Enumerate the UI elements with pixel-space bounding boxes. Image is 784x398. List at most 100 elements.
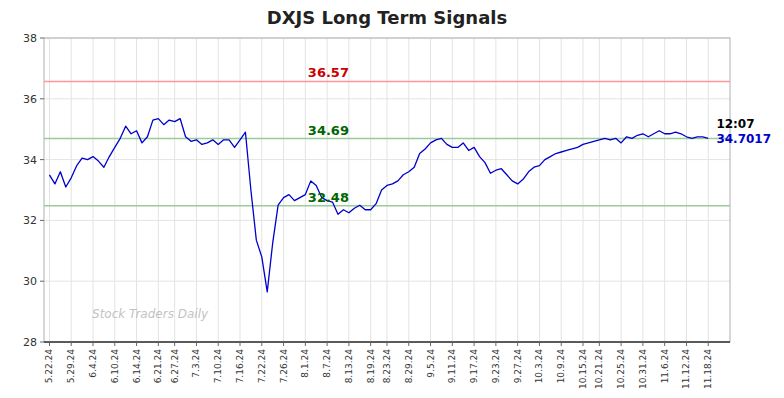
- x-grid-line: [583, 38, 584, 342]
- x-tick: [408, 342, 409, 346]
- x-tick: [196, 342, 197, 346]
- x-grid-line: [136, 38, 137, 342]
- x-tick-label: 6.21.24: [153, 349, 163, 384]
- x-tick: [158, 342, 159, 346]
- y-axis: 283032343638: [23, 32, 44, 349]
- x-grid-line: [708, 38, 709, 342]
- y-tick-label: 30: [23, 275, 37, 288]
- plot-area: [44, 81, 730, 291]
- x-tick: [495, 342, 496, 346]
- x-grid-line: [408, 38, 409, 342]
- x-tick: [430, 342, 431, 346]
- reference-line: [44, 81, 730, 83]
- x-grid-line: [240, 38, 241, 342]
- x-grid-line: [387, 38, 388, 342]
- x-tick-label: 7.26.24: [279, 349, 289, 384]
- x-grid-line: [71, 38, 72, 342]
- x-tick: [474, 342, 475, 346]
- x-tick-label: 9.23.24: [491, 349, 501, 384]
- x-tick-label: 5.29.24: [66, 349, 76, 384]
- x-tick: [664, 342, 665, 346]
- reference-label: 34.69: [308, 123, 349, 138]
- x-tick: [708, 342, 709, 346]
- x-grid-line: [642, 38, 643, 342]
- x-tick-label: 9.11.24: [447, 349, 457, 384]
- x-grid-line: [305, 38, 306, 342]
- x-tick-label: 9.17.24: [469, 349, 479, 384]
- x-tick-label: 6.27.24: [170, 349, 180, 384]
- x-grid-line: [539, 38, 540, 342]
- x-tick: [642, 342, 643, 346]
- x-tick: [370, 342, 371, 346]
- y-tick: [40, 281, 44, 282]
- y-tick-label: 32: [23, 214, 37, 227]
- y-tick: [40, 98, 44, 99]
- x-tick-label: 10.25.24: [616, 349, 626, 389]
- x-tick-label: 6.4.24: [88, 349, 98, 378]
- x-tick: [174, 342, 175, 346]
- annotation: 12:07: [716, 117, 754, 131]
- y-tick: [40, 38, 44, 39]
- x-tick: [539, 342, 540, 346]
- y-tick: [40, 220, 44, 221]
- x-grid-line: [114, 38, 115, 342]
- x-tick: [93, 342, 94, 346]
- x-tick-label: 11.6.24: [660, 349, 670, 384]
- x-tick-label: 7.10.24: [213, 349, 223, 384]
- grid: [44, 38, 730, 342]
- x-tick: [583, 342, 584, 346]
- x-tick: [71, 342, 72, 346]
- x-grid-line: [495, 38, 496, 342]
- x-tick-label: 11.18.24: [703, 349, 713, 389]
- x-tick: [261, 342, 262, 346]
- x-grid-line: [174, 38, 175, 342]
- x-tick-label: 6.14.24: [132, 349, 142, 384]
- x-grid-line: [664, 38, 665, 342]
- x-tick-label: 10.9.24: [556, 349, 566, 384]
- x-tick: [136, 342, 137, 346]
- annotation: 34.7017: [716, 132, 771, 146]
- x-grid-line: [452, 38, 453, 342]
- x-tick: [599, 342, 600, 346]
- x-tick-label: 9.5.24: [426, 349, 436, 378]
- x-tick-label: 10.31.24: [638, 349, 648, 389]
- x-tick: [305, 342, 306, 346]
- plot-frame: [44, 38, 730, 342]
- x-grid-line: [49, 38, 50, 342]
- y-tick-label: 34: [23, 154, 37, 167]
- watermark: Stock Traders Daily: [92, 307, 209, 321]
- x-tick: [218, 342, 219, 346]
- price-line: [49, 119, 708, 292]
- y-tick-label: 28: [23, 336, 37, 349]
- x-grid-line: [196, 38, 197, 342]
- x-tick: [561, 342, 562, 346]
- x-axis: 5.22.245.29.246.4.246.10.246.14.246.21.2…: [44, 342, 730, 389]
- reference-line: [44, 205, 730, 207]
- x-tick-label: 9.27.24: [513, 349, 523, 384]
- x-grid-line: [158, 38, 159, 342]
- x-tick: [283, 342, 284, 346]
- x-grid-line: [474, 38, 475, 342]
- x-tick: [387, 342, 388, 346]
- x-tick: [686, 342, 687, 346]
- x-grid-line: [261, 38, 262, 342]
- x-grid-line: [430, 38, 431, 342]
- x-tick: [114, 342, 115, 346]
- y-tick-label: 36: [23, 93, 37, 106]
- x-tick: [327, 342, 328, 346]
- x-tick-label: 8.29.24: [404, 349, 414, 384]
- y-tick: [40, 342, 44, 343]
- x-grid-line: [686, 38, 687, 342]
- reference-label: 36.57: [308, 65, 349, 80]
- x-grid-line: [599, 38, 600, 342]
- x-tick-label: 10.15.24: [578, 349, 588, 389]
- x-tick: [49, 342, 50, 346]
- x-tick: [240, 342, 241, 346]
- x-grid-line: [93, 38, 94, 342]
- x-grid-line: [517, 38, 518, 342]
- x-grid-line: [370, 38, 371, 342]
- x-tick-label: 7.16.24: [235, 349, 245, 384]
- x-grid-line: [283, 38, 284, 342]
- x-tick: [621, 342, 622, 346]
- x-tick-label: 6.10.24: [110, 349, 120, 384]
